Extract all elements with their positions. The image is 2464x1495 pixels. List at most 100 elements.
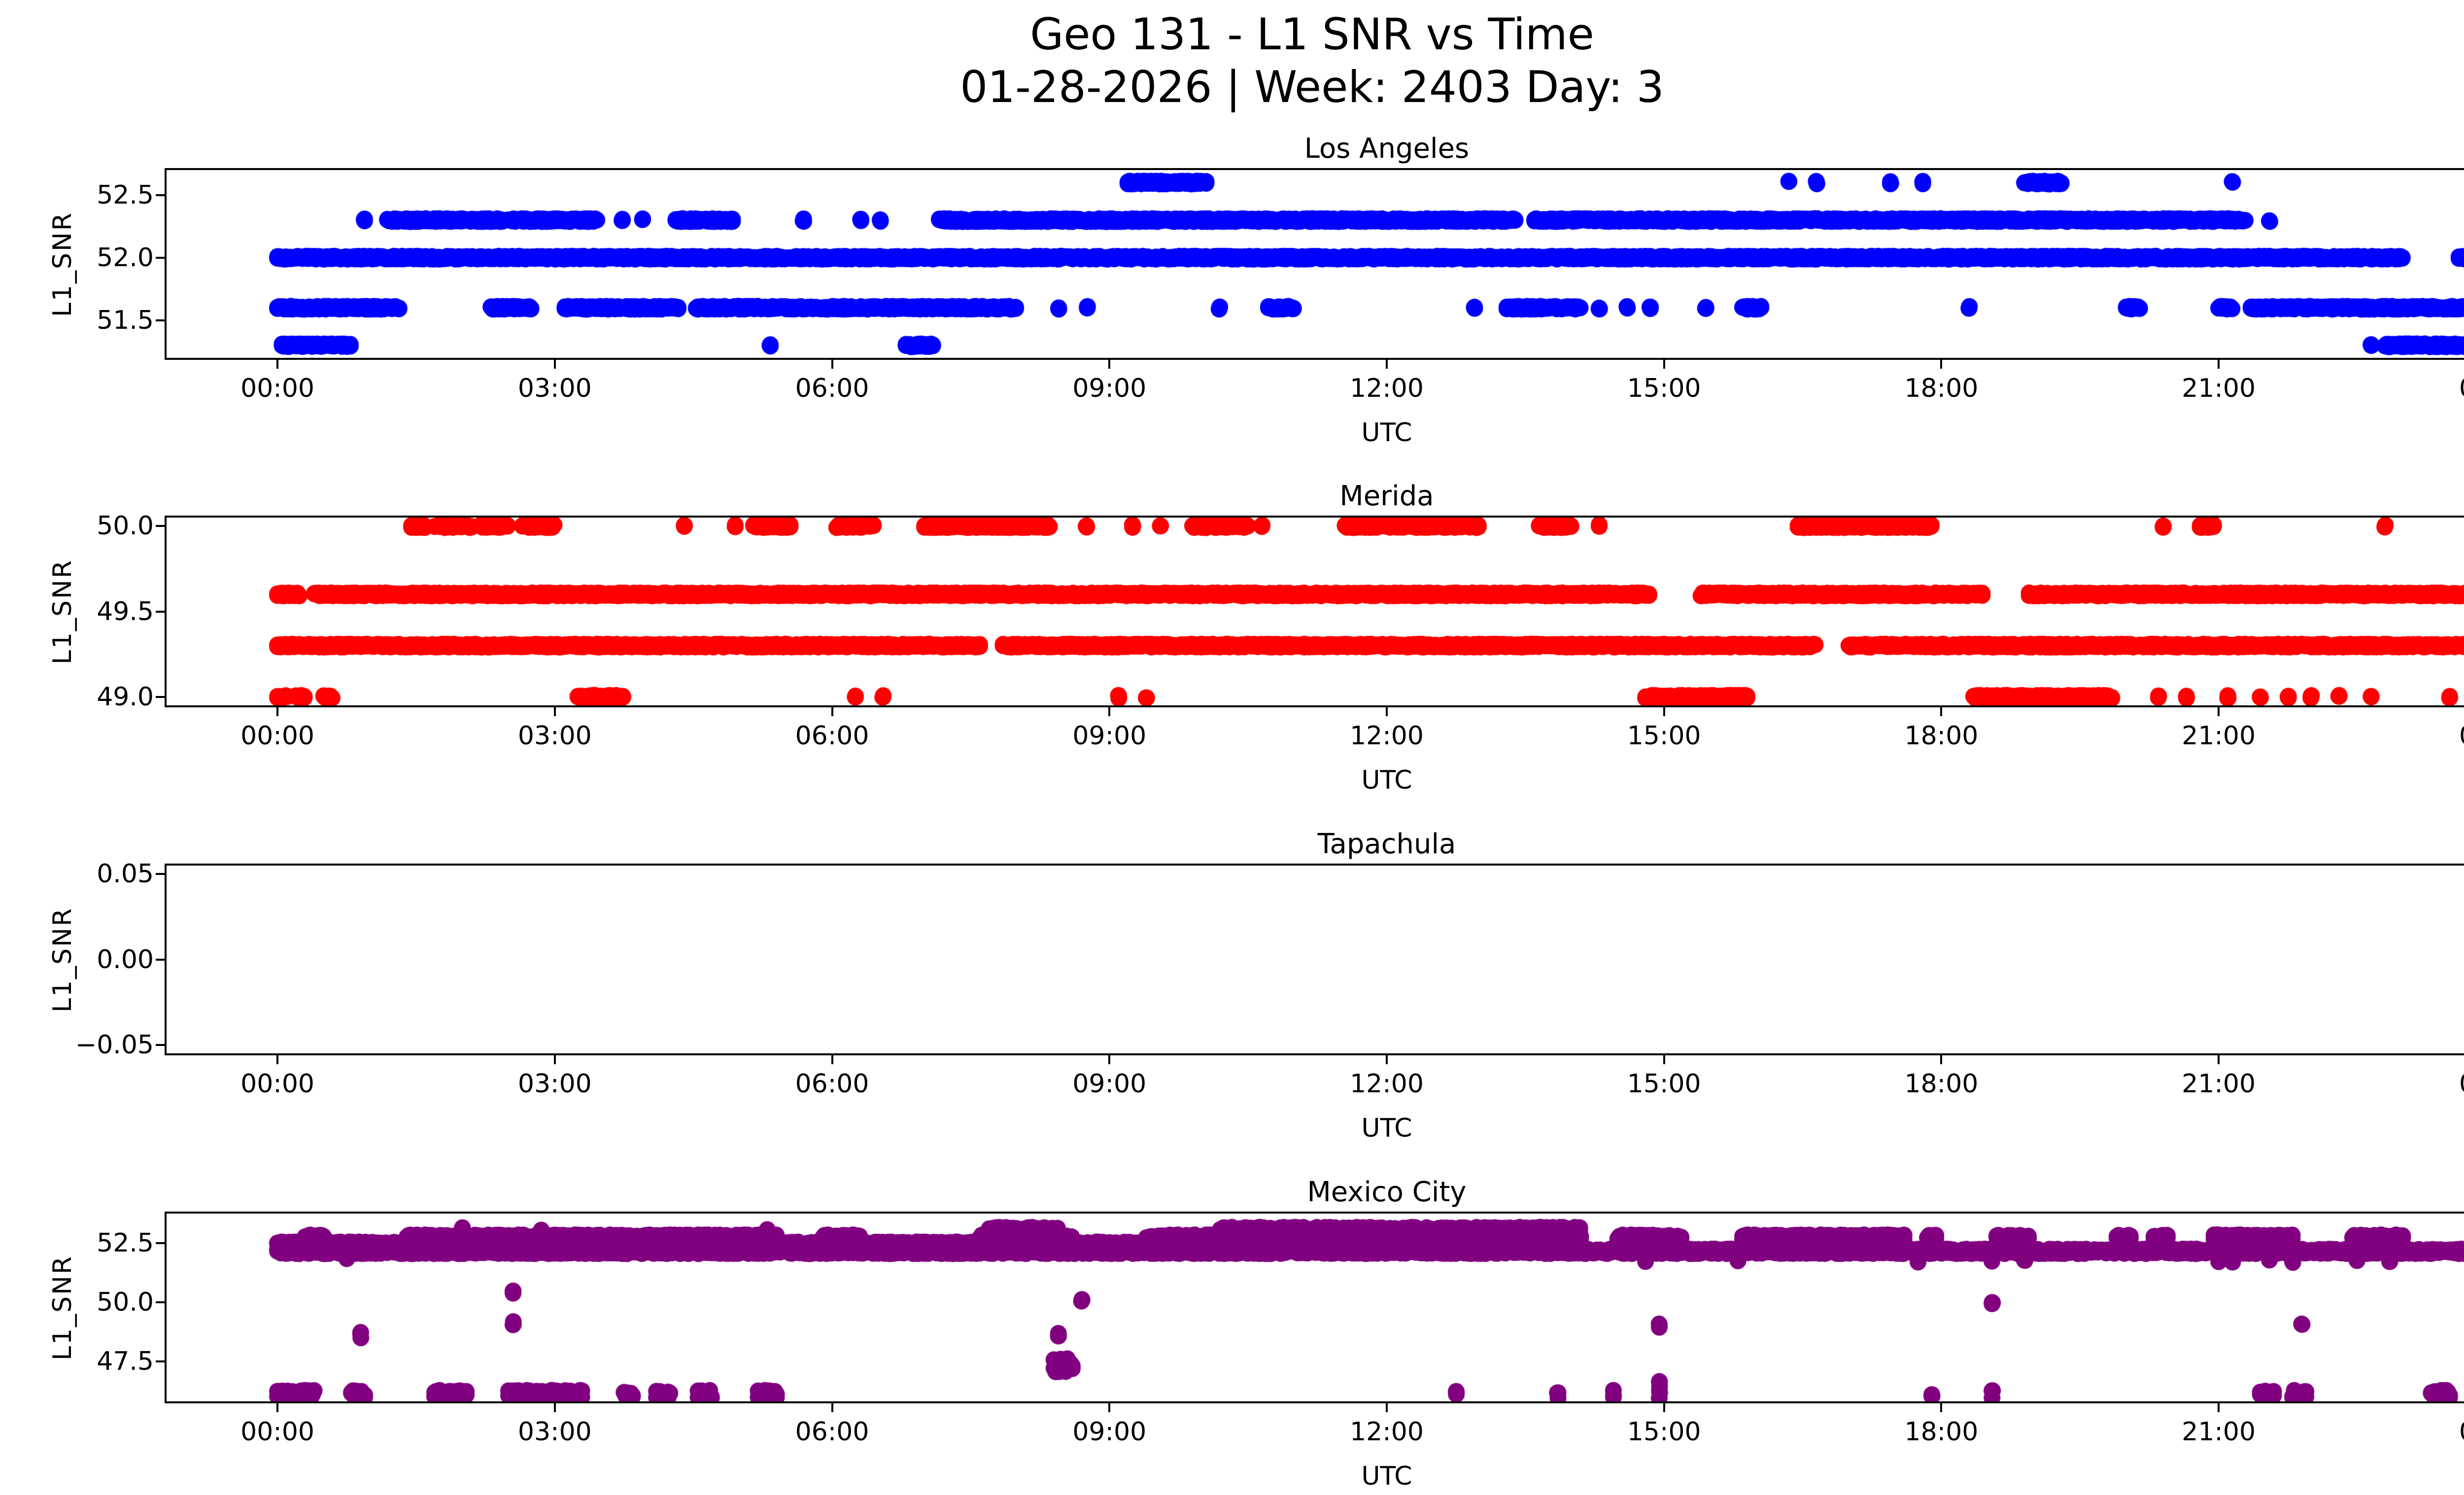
x-tick-mark — [1940, 1055, 1943, 1064]
x-tick-mark — [1386, 1403, 1388, 1412]
x-tick-label: 06:00 — [795, 1069, 869, 1099]
y-tick-mark — [156, 1043, 165, 1046]
x-tick-label: 12:00 — [1350, 374, 1424, 403]
x-tick-mark — [2218, 1403, 2220, 1412]
y-tick-label: −0.05 — [75, 1030, 154, 1060]
x-tick-mark — [1108, 707, 1111, 716]
x-tick-label: 00:00 — [2432, 374, 2464, 403]
y-tick-mark — [156, 610, 165, 613]
x-tick-label: 06:00 — [795, 374, 869, 403]
scatter-canvas — [167, 866, 2464, 1053]
subplot-title: Los Angeles — [1304, 133, 1470, 165]
x-tick-mark — [1108, 1403, 1111, 1412]
x-tick-label: 09:00 — [1072, 1069, 1147, 1099]
figure-title: Geo 131 - L1 SNR vs Time 01-28-2026 | We… — [0, 8, 2464, 114]
scatter-canvas — [167, 518, 2464, 705]
x-tick-mark — [1940, 707, 1943, 716]
x-tick-mark — [1108, 1055, 1111, 1064]
x-axis-label: UTC — [1361, 418, 1412, 448]
x-tick-label: 09:00 — [1072, 374, 1147, 403]
x-tick-label: 00:00 — [2432, 721, 2464, 751]
axes-frame — [165, 516, 2464, 707]
x-tick-label: 03:00 — [517, 1417, 592, 1447]
x-tick-label: 00:00 — [2432, 1069, 2464, 1099]
x-tick-mark — [1940, 1403, 1943, 1412]
figure-title-line2: 01-28-2026 | Week: 2403 Day: 3 — [960, 62, 1664, 113]
x-tick-mark — [2218, 1055, 2220, 1064]
x-axis-label: UTC — [1361, 1113, 1412, 1143]
x-tick-mark — [1108, 360, 1111, 369]
x-tick-mark — [1386, 360, 1388, 369]
y-tick-mark — [156, 256, 165, 259]
x-tick-label: 21:00 — [2182, 1417, 2256, 1447]
y-tick-label: 52.0 — [97, 243, 154, 273]
x-tick-label: 18:00 — [1904, 721, 1979, 751]
x-tick-mark — [1940, 360, 1943, 369]
x-tick-label: 12:00 — [1350, 1069, 1424, 1099]
x-tick-mark — [276, 1403, 279, 1412]
subplot-title: Tapachula — [1317, 828, 1456, 860]
x-tick-label: 18:00 — [1904, 374, 1979, 403]
subplot-title: Merida — [1339, 480, 1434, 512]
y-tick-mark — [156, 319, 165, 321]
y-tick-mark — [156, 695, 165, 698]
x-tick-label: 03:00 — [517, 721, 592, 751]
x-tick-label: 15:00 — [1627, 1417, 1701, 1447]
y-tick-label: 49.0 — [97, 682, 154, 712]
x-axis-label: UTC — [1361, 1461, 1412, 1491]
x-tick-mark — [2218, 707, 2220, 716]
x-tick-label: 15:00 — [1627, 374, 1701, 403]
x-axis-label: UTC — [1361, 765, 1412, 795]
x-tick-mark — [831, 707, 833, 716]
x-tick-mark — [831, 360, 833, 369]
x-tick-label: 21:00 — [2182, 721, 2256, 751]
x-tick-mark — [831, 1055, 833, 1064]
y-tick-mark — [156, 1301, 165, 1303]
x-tick-label: 03:00 — [517, 374, 592, 403]
x-tick-mark — [553, 707, 556, 716]
x-tick-mark — [2218, 360, 2220, 369]
x-tick-label: 09:00 — [1072, 721, 1147, 751]
x-tick-mark — [276, 1055, 279, 1064]
y-tick-mark — [156, 1242, 165, 1244]
x-tick-label: 12:00 — [1350, 1417, 1424, 1447]
scatter-canvas — [167, 170, 2464, 358]
x-tick-mark — [1663, 360, 1665, 369]
scatter-canvas — [167, 1214, 2464, 1401]
x-tick-label: 03:00 — [517, 1069, 592, 1099]
x-tick-label: 15:00 — [1627, 721, 1701, 751]
y-tick-label: 51.5 — [97, 305, 154, 335]
x-tick-mark — [553, 360, 556, 369]
x-tick-label: 06:00 — [795, 721, 869, 751]
x-tick-mark — [1386, 1055, 1388, 1064]
x-tick-mark — [1663, 707, 1665, 716]
y-tick-label: 50.0 — [97, 511, 154, 541]
subplot-title: Mexico City — [1307, 1176, 1467, 1208]
y-tick-mark — [156, 1360, 165, 1362]
x-tick-label: 21:00 — [2182, 1069, 2256, 1099]
x-tick-mark — [276, 707, 279, 716]
y-tick-mark — [156, 873, 165, 875]
x-tick-label: 00:00 — [2432, 1417, 2464, 1447]
x-tick-label: 09:00 — [1072, 1417, 1147, 1447]
axes-frame — [165, 1212, 2464, 1403]
x-tick-label: 15:00 — [1627, 1069, 1701, 1099]
x-tick-label: 00:00 — [240, 1069, 314, 1099]
y-tick-mark — [156, 194, 165, 196]
figure-title-line1: Geo 131 - L1 SNR vs Time — [1030, 9, 1594, 60]
x-tick-label: 12:00 — [1350, 721, 1424, 751]
x-tick-label: 00:00 — [240, 374, 314, 403]
axes-frame — [165, 168, 2464, 360]
y-tick-label: 52.5 — [97, 1228, 154, 1258]
y-tick-label: 49.5 — [97, 596, 154, 626]
x-tick-mark — [831, 1403, 833, 1412]
x-tick-mark — [276, 360, 279, 369]
y-tick-label: 47.5 — [97, 1346, 154, 1376]
x-tick-label: 00:00 — [240, 1417, 314, 1447]
y-tick-mark — [156, 525, 165, 527]
axes-frame — [165, 864, 2464, 1055]
x-tick-mark — [553, 1055, 556, 1064]
y-tick-label: 52.5 — [97, 180, 154, 210]
x-tick-label: 21:00 — [2182, 374, 2256, 403]
